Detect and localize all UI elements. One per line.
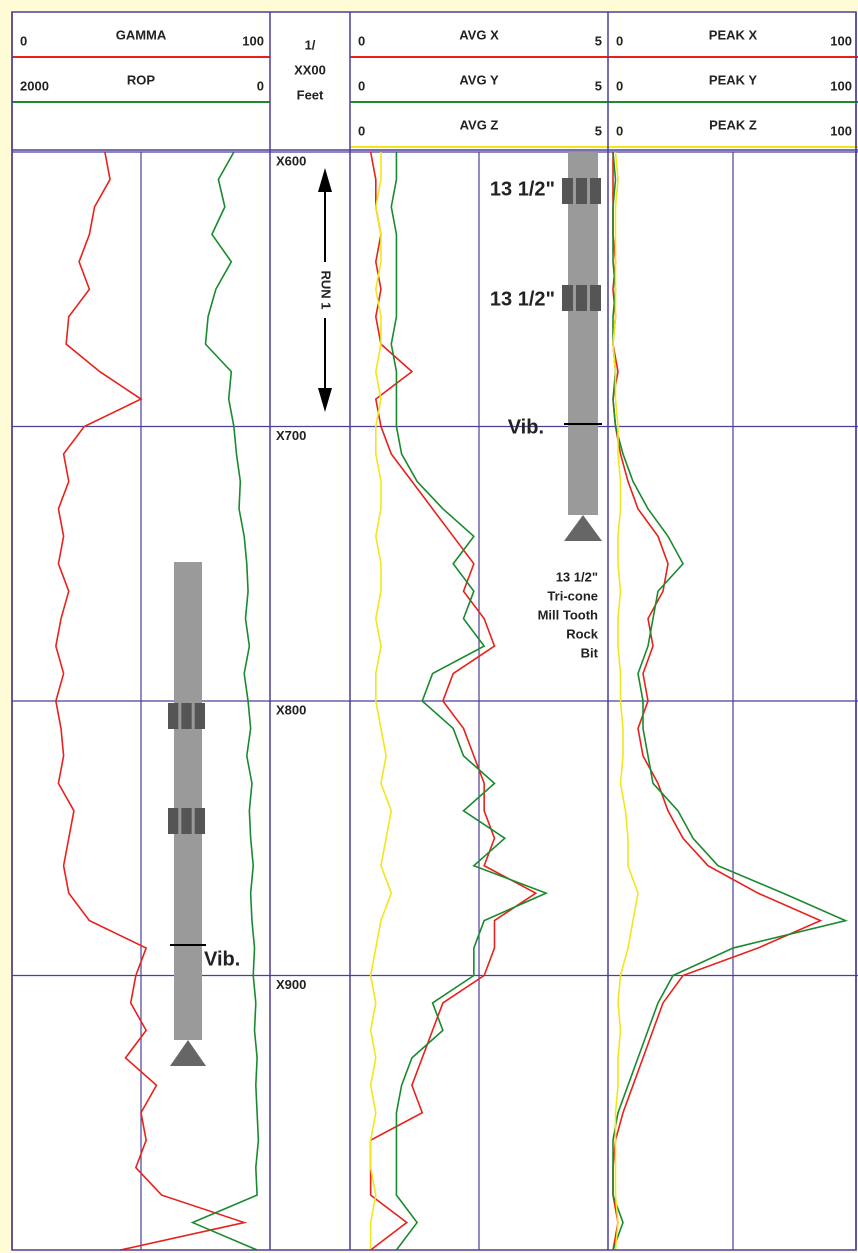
- log-curve: [369, 151, 538, 1251]
- bit-stabilizer: [168, 703, 179, 729]
- bit-stabilizer: [194, 808, 205, 834]
- log-curve: [390, 152, 549, 1251]
- series-name: AVG X: [459, 27, 499, 42]
- bit-stabilizer: [168, 808, 179, 834]
- log-curve: [55, 151, 248, 1251]
- bit-cone: [564, 515, 602, 541]
- series-min: 0: [358, 123, 365, 138]
- log-curve: [369, 152, 393, 1250]
- series-max: 100: [830, 33, 852, 48]
- series-min: 0: [616, 78, 623, 93]
- series-min: 2000: [20, 78, 49, 93]
- series-name: PEAK Z: [709, 117, 757, 132]
- series-name: GAMMA: [116, 27, 167, 42]
- series-max: 5: [595, 123, 602, 138]
- log-area: [12, 12, 858, 1250]
- bit-description: 13 1/2": [556, 569, 598, 584]
- log-curve: [612, 151, 639, 1251]
- bit-stabilizer: [562, 178, 573, 204]
- bit-stabilizer: [181, 703, 192, 729]
- depth-label: X900: [276, 977, 306, 992]
- frame: [11, 11, 857, 1251]
- bit-stabilizer: [181, 808, 192, 834]
- series-min: 0: [616, 123, 623, 138]
- bit-description: Mill Tooth: [538, 607, 598, 622]
- run-label: RUN 1: [319, 270, 334, 309]
- series-name: AVG Z: [460, 117, 499, 132]
- series-max: 100: [242, 33, 264, 48]
- series-min: 0: [20, 33, 27, 48]
- series-name: PEAK X: [709, 27, 758, 42]
- bit-stabilizer: [576, 178, 587, 204]
- log-curve: [612, 151, 848, 1251]
- series-max: 5: [595, 78, 602, 93]
- bit-description: Bit: [581, 645, 599, 660]
- bit-stabilizer: [562, 285, 573, 311]
- bit-size: 13 1/2": [490, 288, 555, 310]
- series-name: PEAK Y: [709, 72, 757, 87]
- series-min: 0: [358, 78, 365, 93]
- bit-body: [568, 152, 598, 515]
- log-curve: [190, 151, 260, 1251]
- depth-label: X700: [276, 428, 306, 443]
- bit-stabilizer: [576, 285, 587, 311]
- series-name: AVG Y: [459, 72, 499, 87]
- bit-stabilizer: [590, 285, 601, 311]
- bit-body: [174, 562, 202, 1040]
- bit-size: 13 1/2": [490, 178, 555, 200]
- bit-description: Rock: [566, 626, 599, 641]
- depth-label: X600: [276, 153, 306, 168]
- bit-stabilizer: [194, 703, 205, 729]
- series-min: 0: [358, 33, 365, 48]
- series-min: 0: [616, 33, 623, 48]
- series-max: 5: [595, 33, 602, 48]
- series-max: 100: [830, 78, 852, 93]
- series-max: 100: [830, 123, 852, 138]
- depth-header: XX00: [294, 62, 326, 77]
- bit-stabilizer: [590, 178, 601, 204]
- arrow-head: [318, 388, 332, 412]
- vib-label: Vib.: [508, 416, 544, 438]
- depth-header: 1/: [305, 37, 316, 52]
- depth-header: Feet: [297, 87, 324, 102]
- series-max: 0: [257, 78, 264, 93]
- bit-cone: [170, 1040, 206, 1066]
- arrow-head: [318, 168, 332, 192]
- bit-description: Tri-cone: [547, 588, 598, 603]
- depth-label: X800: [276, 702, 306, 717]
- series-name: ROP: [127, 72, 156, 87]
- vib-label: Vib.: [204, 948, 240, 970]
